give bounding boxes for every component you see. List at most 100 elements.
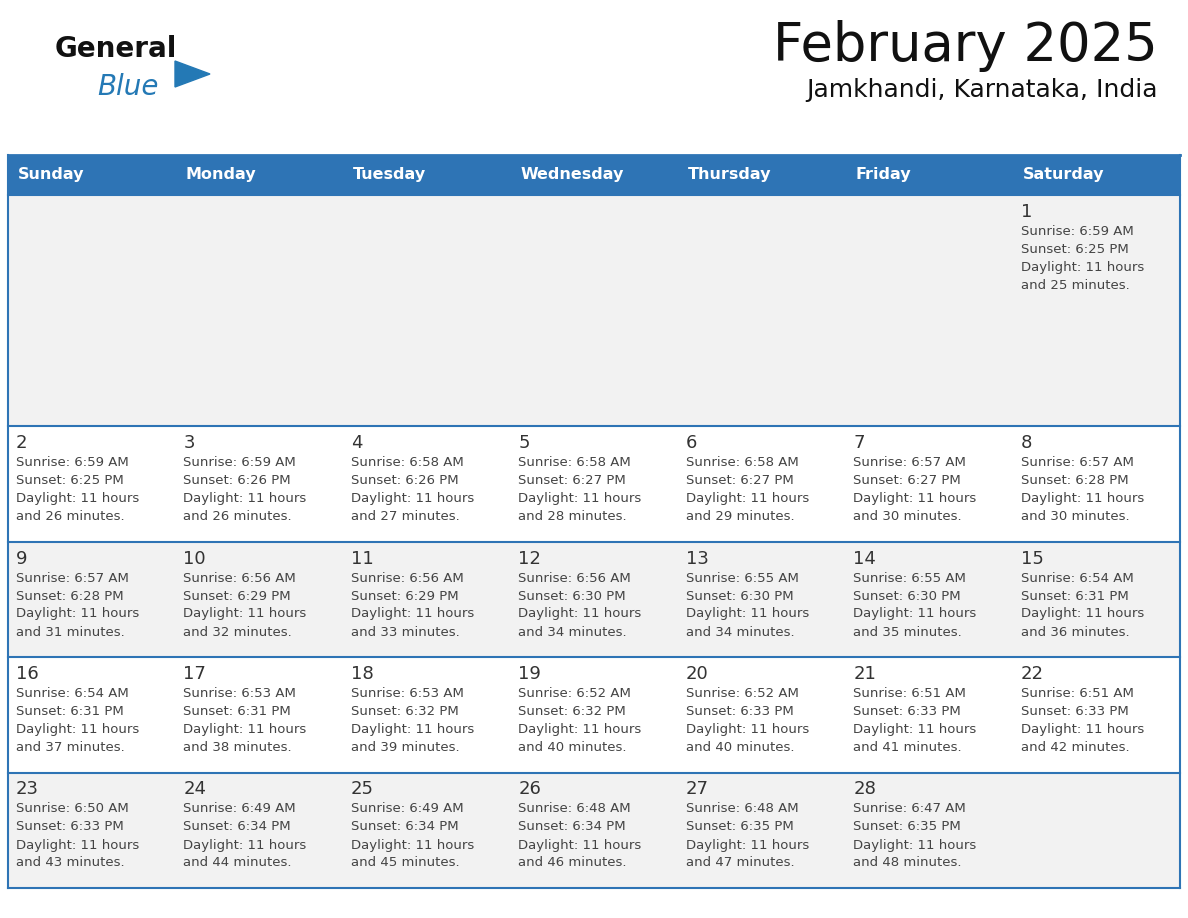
Text: General: General [55, 35, 177, 63]
Text: 16: 16 [15, 665, 39, 683]
Text: Sunset: 6:28 PM: Sunset: 6:28 PM [15, 589, 124, 602]
Text: Sunset: 6:34 PM: Sunset: 6:34 PM [183, 821, 291, 834]
Text: Sunset: 6:29 PM: Sunset: 6:29 PM [350, 589, 459, 602]
Text: and 47 minutes.: and 47 minutes. [685, 856, 795, 869]
Text: Sunrise: 6:54 AM: Sunrise: 6:54 AM [15, 687, 128, 700]
Text: 21: 21 [853, 665, 876, 683]
Text: Daylight: 11 hours: Daylight: 11 hours [1020, 492, 1144, 505]
Text: Sunrise: 6:48 AM: Sunrise: 6:48 AM [518, 802, 631, 815]
Text: 18: 18 [350, 665, 373, 683]
Text: Daylight: 11 hours: Daylight: 11 hours [15, 492, 139, 505]
Polygon shape [175, 61, 210, 87]
Bar [176, 195, 343, 426]
Bar [176, 657, 343, 773]
Text: 10: 10 [183, 550, 206, 567]
Text: Daylight: 11 hours: Daylight: 11 hours [350, 723, 474, 736]
Bar [8, 542, 176, 657]
Text: and 44 minutes.: and 44 minutes. [183, 856, 292, 869]
Text: Daylight: 11 hours: Daylight: 11 hours [183, 838, 307, 852]
Text: Sunrise: 6:59 AM: Sunrise: 6:59 AM [1020, 225, 1133, 238]
Text: and 40 minutes.: and 40 minutes. [685, 741, 795, 754]
Bar [511, 657, 677, 773]
Bar [1012, 773, 1180, 888]
Text: Daylight: 11 hours: Daylight: 11 hours [685, 492, 809, 505]
Text: Sunrise: 6:56 AM: Sunrise: 6:56 AM [183, 572, 296, 585]
Bar [511, 155, 677, 195]
Text: and 29 minutes.: and 29 minutes. [685, 510, 795, 523]
Text: Sunrise: 6:55 AM: Sunrise: 6:55 AM [685, 572, 798, 585]
Bar [8, 155, 176, 195]
Text: Daylight: 11 hours: Daylight: 11 hours [1020, 723, 1144, 736]
Bar [677, 542, 845, 657]
Text: Sunset: 6:31 PM: Sunset: 6:31 PM [183, 705, 291, 718]
Text: Daylight: 11 hours: Daylight: 11 hours [350, 608, 474, 621]
Text: 25: 25 [350, 780, 374, 799]
Text: Sunrise: 6:58 AM: Sunrise: 6:58 AM [518, 456, 631, 469]
Bar [343, 542, 511, 657]
Bar [845, 542, 1012, 657]
Text: Sunrise: 6:47 AM: Sunrise: 6:47 AM [853, 802, 966, 815]
Text: Thursday: Thursday [688, 167, 771, 183]
Text: and 34 minutes.: and 34 minutes. [518, 625, 627, 639]
Text: and 35 minutes.: and 35 minutes. [853, 625, 962, 639]
Text: Sunrise: 6:49 AM: Sunrise: 6:49 AM [183, 802, 296, 815]
Text: Sunset: 6:35 PM: Sunset: 6:35 PM [685, 821, 794, 834]
Text: February 2025: February 2025 [773, 20, 1158, 72]
Text: and 41 minutes.: and 41 minutes. [853, 741, 962, 754]
Text: and 27 minutes.: and 27 minutes. [350, 510, 460, 523]
Text: Daylight: 11 hours: Daylight: 11 hours [685, 608, 809, 621]
Text: 5: 5 [518, 434, 530, 452]
Bar [511, 195, 677, 426]
Text: 6: 6 [685, 434, 697, 452]
Text: Daylight: 11 hours: Daylight: 11 hours [518, 608, 642, 621]
Text: 20: 20 [685, 665, 708, 683]
Text: and 38 minutes.: and 38 minutes. [183, 741, 292, 754]
Text: 28: 28 [853, 780, 876, 799]
Bar [677, 426, 845, 542]
Text: Daylight: 11 hours: Daylight: 11 hours [15, 838, 139, 852]
Text: and 32 minutes.: and 32 minutes. [183, 625, 292, 639]
Text: Sunrise: 6:57 AM: Sunrise: 6:57 AM [15, 572, 128, 585]
Text: Daylight: 11 hours: Daylight: 11 hours [685, 838, 809, 852]
Text: and 30 minutes.: and 30 minutes. [853, 510, 962, 523]
Text: Wednesday: Wednesday [520, 167, 624, 183]
Text: Daylight: 11 hours: Daylight: 11 hours [853, 492, 977, 505]
Text: 15: 15 [1020, 550, 1043, 567]
Text: and 31 minutes.: and 31 minutes. [15, 625, 125, 639]
Text: Sunset: 6:34 PM: Sunset: 6:34 PM [518, 821, 626, 834]
Text: Sunrise: 6:49 AM: Sunrise: 6:49 AM [350, 802, 463, 815]
Text: 23: 23 [15, 780, 39, 799]
Text: and 30 minutes.: and 30 minutes. [1020, 510, 1130, 523]
Text: 22: 22 [1020, 665, 1043, 683]
Text: and 48 minutes.: and 48 minutes. [853, 856, 961, 869]
Text: Sunrise: 6:51 AM: Sunrise: 6:51 AM [853, 687, 966, 700]
Text: Sunset: 6:29 PM: Sunset: 6:29 PM [183, 589, 291, 602]
Text: 27: 27 [685, 780, 709, 799]
Text: 7: 7 [853, 434, 865, 452]
Bar [677, 657, 845, 773]
Text: 4: 4 [350, 434, 362, 452]
Bar [8, 426, 176, 542]
Text: 1: 1 [1020, 203, 1032, 221]
Text: Daylight: 11 hours: Daylight: 11 hours [350, 492, 474, 505]
Text: Sunset: 6:33 PM: Sunset: 6:33 PM [1020, 705, 1129, 718]
Text: and 36 minutes.: and 36 minutes. [1020, 625, 1130, 639]
Text: and 34 minutes.: and 34 minutes. [685, 625, 795, 639]
Text: Sunrise: 6:56 AM: Sunrise: 6:56 AM [518, 572, 631, 585]
Text: and 28 minutes.: and 28 minutes. [518, 510, 627, 523]
Text: and 45 minutes.: and 45 minutes. [350, 856, 460, 869]
Bar [8, 773, 176, 888]
Text: Daylight: 11 hours: Daylight: 11 hours [1020, 261, 1144, 274]
Bar [343, 426, 511, 542]
Bar [845, 773, 1012, 888]
Text: Daylight: 11 hours: Daylight: 11 hours [1020, 608, 1144, 621]
Text: 8: 8 [1020, 434, 1032, 452]
Text: Daylight: 11 hours: Daylight: 11 hours [350, 838, 474, 852]
Text: Sunset: 6:32 PM: Sunset: 6:32 PM [518, 705, 626, 718]
Text: 9: 9 [15, 550, 27, 567]
Text: Sunset: 6:33 PM: Sunset: 6:33 PM [685, 705, 794, 718]
Bar [845, 195, 1012, 426]
Text: Sunrise: 6:58 AM: Sunrise: 6:58 AM [350, 456, 463, 469]
Text: Sunset: 6:34 PM: Sunset: 6:34 PM [350, 821, 459, 834]
Text: Daylight: 11 hours: Daylight: 11 hours [685, 723, 809, 736]
